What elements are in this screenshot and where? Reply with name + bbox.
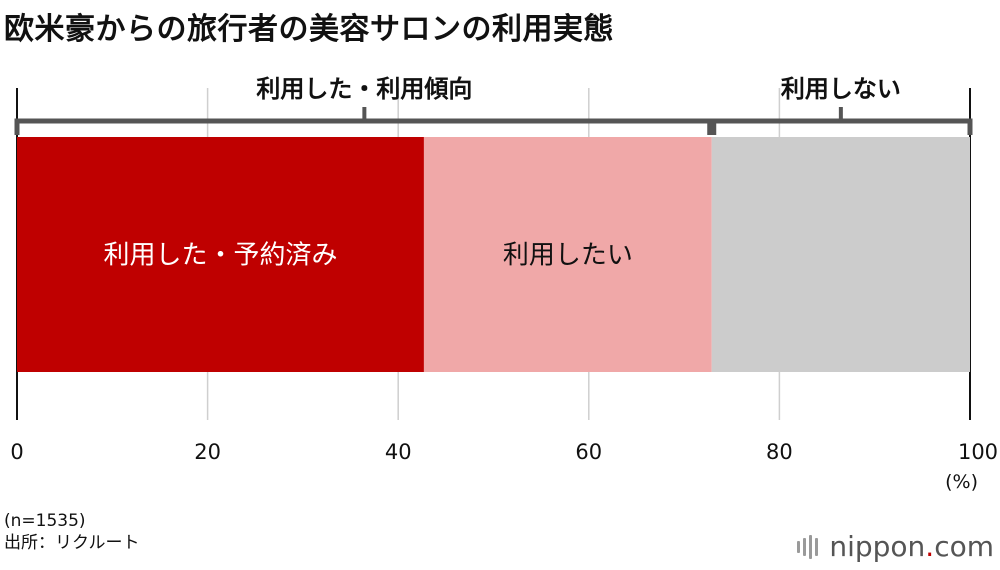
chart-title: 欧米豪からの旅行者の美容サロンの利用実態 — [4, 12, 614, 47]
x-tick-label: 60 — [575, 440, 602, 464]
nippon-logo[interactable]: nippon. com — [797, 530, 994, 563]
logo-bars-icon — [797, 534, 821, 559]
sample-size-note: (n=1535) — [4, 511, 86, 531]
bar-segment — [711, 137, 970, 372]
group-brace — [711, 118, 973, 135]
x-tick-label: 80 — [766, 440, 793, 464]
segment-label: 利用したい — [503, 241, 633, 271]
stacked-bar-chart: 利用した・予約済み 利用したい 利用した・利用傾向 利用しない 0 20 40 60 80 100… — [10, 75, 998, 493]
x-tick-label: 40 — [385, 440, 412, 464]
segment-label: 利用した・予約済み — [103, 241, 337, 271]
brand-name: nippon — [829, 530, 926, 563]
group-label: 利用しない — [781, 75, 901, 103]
chart-notes: (n=1535) 出所：リクルート — [4, 510, 140, 554]
bar-segment — [423, 137, 712, 372]
x-tick-label: 0 — [10, 440, 23, 464]
x-tick-label: 20 — [194, 440, 221, 464]
group-label: 利用した・利用傾向 — [256, 75, 472, 103]
brand-dot: . — [925, 530, 935, 563]
bar-segment — [17, 137, 424, 372]
brand-suffix: com — [934, 530, 994, 563]
x-tick-label: 100 — [958, 440, 998, 464]
group-brace — [14, 118, 713, 135]
unit-label: (%) — [945, 471, 978, 493]
source-note: 出所：リクルート — [4, 533, 140, 553]
